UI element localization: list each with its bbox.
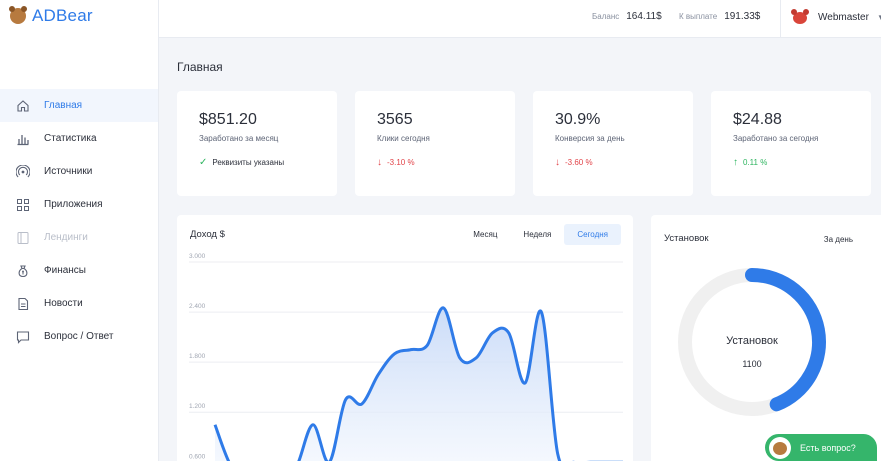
sidebar-item-statistics[interactable]: Статистика: [0, 122, 158, 155]
sidebar-item-faq[interactable]: Вопрос / Ответ: [0, 320, 158, 353]
payout: К выплате 191.33$: [679, 11, 760, 22]
installs-title: Установок: [664, 233, 709, 244]
income-chart-card: 3.000 2.400 1.800 1.200 0.600 Доход $ Месяц …: [177, 215, 633, 461]
chart-title: Доход $: [190, 229, 225, 240]
bear-avatar-icon: [769, 436, 791, 459]
arrow-down-icon: ↓: [377, 156, 382, 168]
caret-down-icon: ▼: [876, 12, 881, 22]
bar-chart-icon: [16, 132, 30, 146]
user-menu[interactable]: Webmaster ▼: [790, 8, 881, 26]
stat-value: 30.9%: [555, 111, 601, 128]
arrow-up-icon: ↑: [733, 156, 738, 168]
stat-card-today-earnings: $24.88 Заработано за сегодня ↑ 0.11 %: [711, 91, 871, 196]
donut-center-value: 1100: [742, 359, 762, 369]
avatar: [790, 8, 810, 26]
sidebar-nav: Главная Статистика Источники Приложения …: [0, 89, 158, 353]
stat-foot: ✓ Реквизиты указаны: [199, 156, 337, 168]
logo-text: ADBear: [32, 6, 93, 25]
y-tick-label: 2.400: [189, 303, 206, 310]
sidebar: ADBear Главная Статистика Источники Прил…: [0, 0, 159, 461]
donut-arc: [745, 268, 826, 412]
chat-icon: [16, 330, 30, 344]
stat-label: Заработано за сегодня: [733, 134, 819, 143]
stat-card-conversion: 30.9% Конверсия за день ↓ -3.60 %: [533, 91, 693, 196]
sidebar-item-finance[interactable]: Финансы: [0, 254, 158, 287]
y-tick-label: 1.200: [189, 403, 206, 410]
arrow-down-icon: ↓: [555, 156, 560, 168]
sidebar-item-label: Финансы: [44, 265, 86, 276]
stat-label: Конверсия за день: [555, 134, 625, 143]
sidebar-item-label: Приложения: [44, 199, 103, 210]
stat-foot: ↑ 0.11 %: [733, 156, 871, 168]
home-icon: [16, 99, 30, 113]
sidebar-item-label: Вопрос / Ответ: [44, 331, 114, 342]
sidebar-item-landings[interactable]: Лендинги: [0, 221, 158, 254]
stat-card-month-earnings: $851.20 Заработано за месяц ✓ Реквизиты …: [177, 91, 337, 196]
stat-foot: ↓ -3.10 %: [377, 156, 515, 168]
page-title: Главная: [177, 60, 223, 74]
sidebar-item-home[interactable]: Главная: [0, 89, 158, 122]
balance: Баланс 164.11$: [592, 11, 662, 22]
sidebar-item-label: Новости: [44, 298, 83, 309]
income-chart: 3.000 2.400 1.800 1.200 0.600: [189, 253, 623, 461]
stat-value: $851.20: [199, 111, 257, 128]
y-tick-label: 1.800: [189, 353, 206, 360]
sidebar-item-apps[interactable]: Приложения: [0, 188, 158, 221]
stat-label: Клики сегодня: [377, 134, 430, 143]
sidebar-item-label: Главная: [44, 100, 83, 111]
stat-foot-text: 0.11 %: [743, 158, 768, 167]
logo[interactable]: ADBear: [9, 6, 93, 26]
header-divider: [780, 0, 781, 38]
help-chat-button[interactable]: Есть вопрос?: [765, 434, 877, 461]
tab-month[interactable]: Месяц: [473, 230, 498, 239]
sidebar-item-label: Источники: [44, 166, 93, 177]
page-icon: [16, 231, 30, 245]
y-tick-label: 0.600: [189, 453, 206, 460]
income-area: [215, 307, 560, 461]
stat-value: $24.88: [733, 111, 782, 128]
installs-period[interactable]: За день: [823, 235, 853, 244]
installs-donut: [678, 268, 826, 416]
tab-week[interactable]: Неделя: [523, 230, 552, 239]
y-tick-label: 3.000: [189, 253, 206, 260]
top-header: Баланс 164.11$ К выплате 191.33$ Webmast…: [159, 0, 881, 38]
stat-foot-text: -3.60 %: [565, 158, 593, 167]
user-name: Webmaster: [818, 11, 869, 23]
stat-foot: ↓ -3.60 %: [555, 156, 693, 168]
payout-label: К выплате: [679, 12, 718, 21]
stat-foot-text: Реквизиты указаны: [212, 158, 285, 167]
check-icon: ✓: [199, 156, 208, 168]
grid-icon: [16, 198, 30, 212]
tab-today[interactable]: Сегодня: [564, 224, 621, 245]
balance-value: 164.11$: [626, 11, 662, 22]
payout-value: 191.33$: [724, 11, 761, 22]
signal-icon: [16, 164, 30, 179]
stat-label: Заработано за месяц: [199, 134, 279, 143]
bear-logo-icon: [9, 6, 27, 24]
installs-card: Установок За день Установок 1100: [651, 215, 881, 461]
help-label: Есть вопрос?: [800, 442, 856, 453]
document-icon: [16, 297, 30, 311]
stat-card-clicks-today: 3565 Клики сегодня ↓ -3.10 %: [355, 91, 515, 196]
donut-center-label: Установок: [726, 335, 778, 347]
sidebar-item-news[interactable]: Новости: [0, 287, 158, 320]
stat-value: 3565: [377, 111, 413, 128]
balance-label: Баланс: [592, 12, 620, 21]
sidebar-item-sources[interactable]: Источники: [0, 155, 158, 188]
money-bag-icon: [16, 264, 30, 278]
stat-foot-text: -3.10 %: [387, 158, 415, 167]
sidebar-item-label: Статистика: [44, 133, 97, 144]
income-line: [213, 306, 623, 461]
period-tabs: Месяц Неделя Сегодня: [460, 224, 621, 245]
sidebar-item-label: Лендинги: [44, 232, 88, 243]
